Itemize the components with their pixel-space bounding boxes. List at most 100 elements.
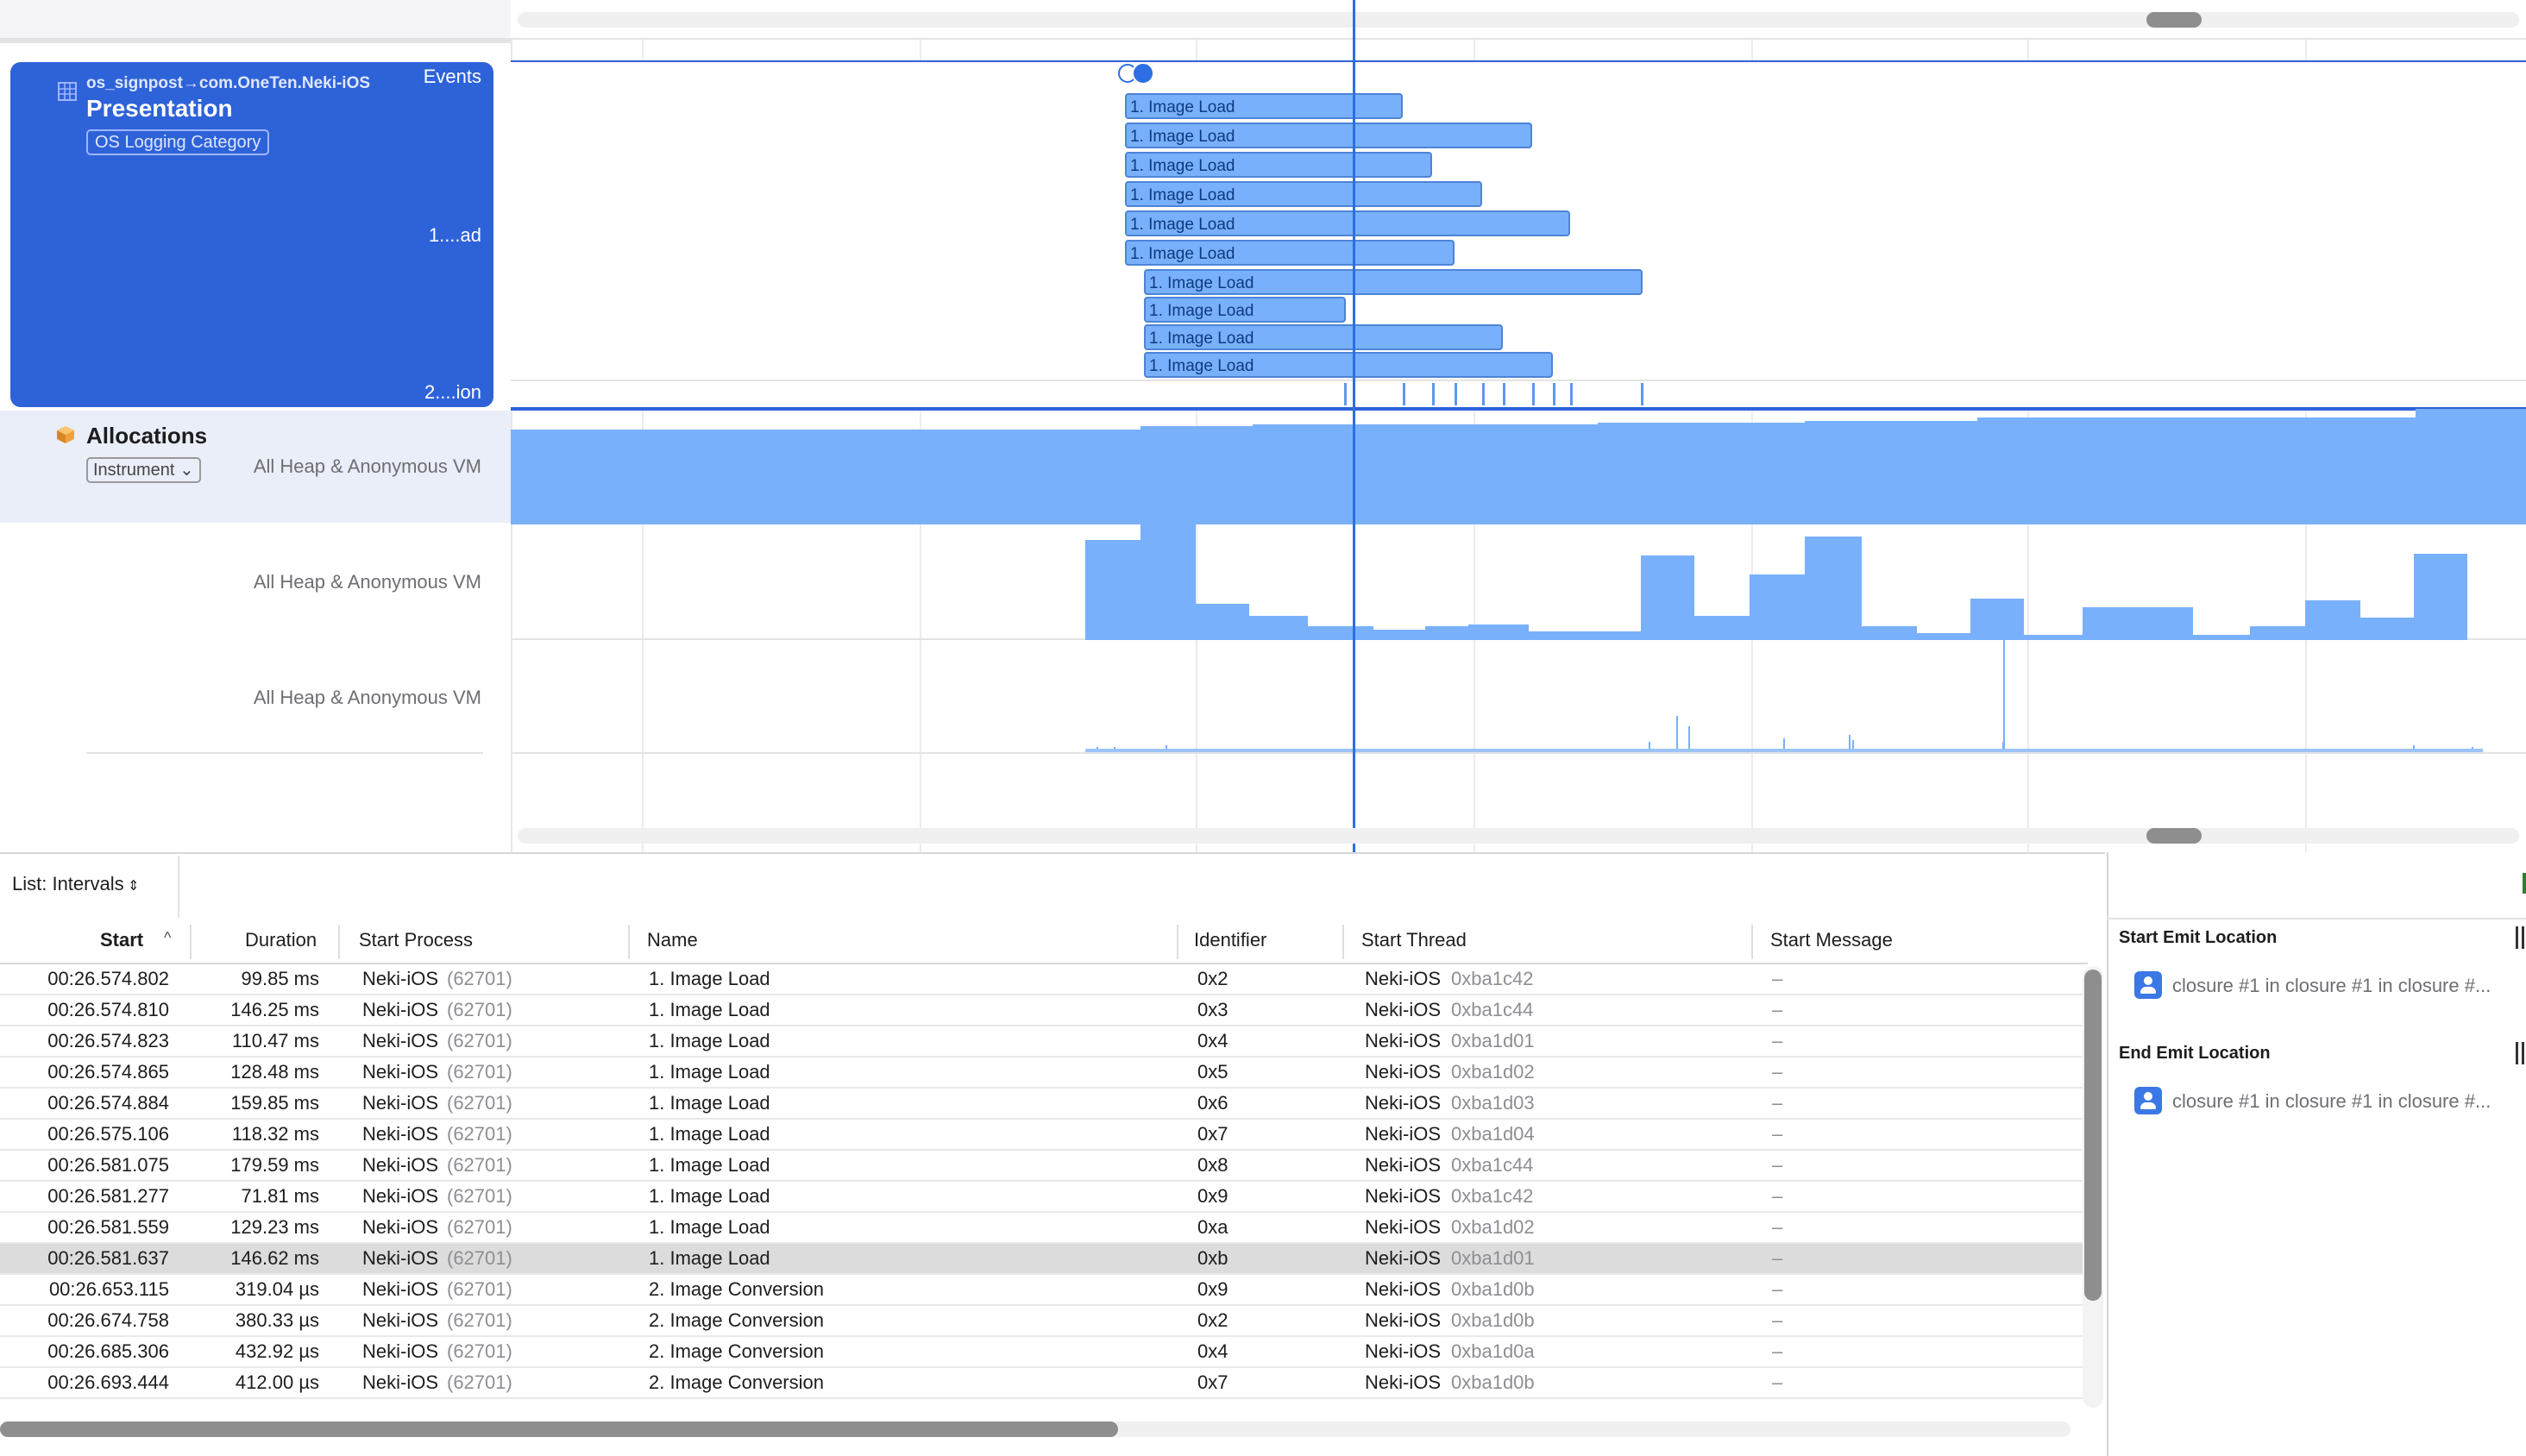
cell-pid: (62701) xyxy=(447,1185,512,1207)
list-mode-selector[interactable]: List: Intervals ⇕ xyxy=(12,873,139,895)
column-header-duration[interactable]: Duration xyxy=(245,929,317,951)
cell-thread_id: 0xba1d01 xyxy=(1451,1247,1535,1269)
event-bar[interactable]: 1. Image Load xyxy=(1125,152,1432,178)
cell-process: Neki-iOS xyxy=(362,1154,439,1176)
table-row[interactable]: 00:26.574.810 146.25 ms Neki-iOS (62701) 1. … xyxy=(0,995,2088,1026)
event-bar[interactable]: 1. Image Load xyxy=(1144,297,1346,323)
cell-name: 1. Image Load xyxy=(649,999,770,1020)
cell-pid: (62701) xyxy=(447,1278,512,1300)
table-row[interactable]: 00:26.653.115 319.04 µs Neki-iOS (62701) 2. … xyxy=(0,1275,2088,1306)
column-header-start-process[interactable]: Start Process xyxy=(359,929,474,951)
heap-spike-graph[interactable] xyxy=(511,640,2526,752)
event-tick[interactable] xyxy=(1503,383,1505,405)
cell-duration: 110.47 ms xyxy=(231,1030,319,1051)
instrument-picker[interactable]: Instrument ⌄ xyxy=(86,457,201,483)
event-tick[interactable] xyxy=(1403,383,1405,405)
column-header-name[interactable]: Name xyxy=(647,929,698,951)
event-bar[interactable]: 1. Image Load xyxy=(1144,269,1643,295)
column-separator[interactable] xyxy=(338,925,340,959)
cell-start: 00:26.685.306 xyxy=(47,1340,169,1362)
event-bar[interactable]: 1. Image Load xyxy=(1125,240,1455,266)
category-badge[interactable]: OS Logging Category xyxy=(86,129,270,155)
event-tick[interactable] xyxy=(1641,383,1643,405)
timeline-top-scrollbar-track[interactable] xyxy=(518,12,2519,28)
start-emit-location-frame[interactable]: closure #1 in closure #1 in closure #... xyxy=(2172,975,2491,996)
column-header-start-thread[interactable]: Start Thread xyxy=(1361,929,1467,951)
cell-identifier: 0x9 xyxy=(1197,1185,1228,1207)
cell-message: – xyxy=(1772,1247,1783,1269)
cell-identifier: 0x7 xyxy=(1197,1371,1228,1393)
end-emit-location-frame[interactable]: closure #1 in closure #1 in closure #... xyxy=(2172,1090,2491,1112)
table-row[interactable]: 00:26.574.802 99.85 ms Neki-iOS (62701) 1. I… xyxy=(0,964,2088,995)
event-tick[interactable] xyxy=(1553,383,1555,405)
event-tick[interactable] xyxy=(1344,383,1347,405)
cell-start: 00:26.653.115 xyxy=(48,1278,169,1300)
cell-name: 1. Image Load xyxy=(649,1092,770,1114)
cell-message: – xyxy=(1772,1030,1783,1051)
drag-handle-icon[interactable] xyxy=(2516,1042,2524,1064)
event-tick[interactable] xyxy=(1532,383,1535,405)
cell-pid: (62701) xyxy=(447,1092,512,1114)
inspection-cursor-line[interactable] xyxy=(1353,0,1355,852)
table-row[interactable]: 00:26.574.823 110.47 ms Neki-iOS (62701) 1. … xyxy=(0,1026,2088,1057)
table-row[interactable]: 00:26.574.884 159.85 ms Neki-iOS (62701) 1. … xyxy=(0,1089,2088,1120)
event-bar[interactable]: 1. Image Load xyxy=(1125,210,1570,236)
event-bar[interactable]: 1. Image Load xyxy=(1144,324,1503,350)
drag-handle-icon[interactable] xyxy=(2516,926,2524,949)
table-row[interactable]: 00:26.575.106 118.32 ms Neki-iOS (62701) 1. … xyxy=(0,1120,2088,1151)
cell-message: – xyxy=(1772,1216,1783,1238)
table-row[interactable]: 00:26.674.758 380.33 µs Neki-iOS (62701) 2. … xyxy=(0,1306,2088,1337)
heap-rate-graph[interactable] xyxy=(511,523,2526,640)
timeline-top-scrollbar-thumb[interactable] xyxy=(2146,12,2202,28)
timeline-bottom-scrollbar-thumb[interactable] xyxy=(2146,828,2202,844)
lane-short-label: 2....ion xyxy=(424,381,481,403)
table-horizontal-scrollbar-thumb[interactable] xyxy=(0,1421,1118,1437)
cell-name: 1. Image Load xyxy=(649,1185,770,1207)
column-separator[interactable] xyxy=(190,925,192,959)
cell-thread_id: 0xba1d01 xyxy=(1451,1030,1535,1051)
cell-duration: 146.62 ms xyxy=(230,1247,319,1269)
sort-ascending-icon[interactable]: ^ xyxy=(164,929,172,946)
cell-start: 00:26.574.823 xyxy=(47,1030,169,1051)
event-tick[interactable] xyxy=(1570,383,1573,405)
heap-total-graph[interactable] xyxy=(511,405,2526,524)
event-bar[interactable]: 1. Image Load xyxy=(1125,93,1403,119)
inspector-toolbar-indicator xyxy=(2523,873,2526,894)
cell-duration: 118.32 ms xyxy=(231,1123,319,1145)
cell-identifier: 0x8 xyxy=(1197,1154,1228,1176)
event-tick[interactable] xyxy=(1455,383,1457,405)
event-tick[interactable] xyxy=(1432,383,1435,405)
cell-process: Neki-iOS xyxy=(362,1247,439,1269)
table-row[interactable]: 00:26.574.865 128.48 ms Neki-iOS (62701) 1. … xyxy=(0,1057,2088,1089)
event-bar[interactable]: 1. Image Load xyxy=(1144,352,1553,378)
event-bar[interactable]: 1. Image Load xyxy=(1125,122,1532,148)
column-header-start-message[interactable]: Start Message xyxy=(1770,929,1893,951)
column-separator[interactable] xyxy=(628,925,630,959)
column-separator[interactable] xyxy=(1751,925,1753,959)
presentation-track-header[interactable]: os_signpost→com.OneTen.Neki-iOS Presenta… xyxy=(10,62,493,407)
cell-pid: (62701) xyxy=(447,999,512,1020)
column-separator[interactable] xyxy=(1342,925,1344,959)
cursor-range-end-handle[interactable] xyxy=(1132,62,1154,85)
cell-duration: 146.25 ms xyxy=(230,999,319,1020)
column-header-identifier[interactable]: Identifier xyxy=(1194,929,1267,951)
allocations-track-header[interactable] xyxy=(0,411,511,523)
table-row[interactable]: 00:26.581.559 129.23 ms Neki-iOS (62701) 1. … xyxy=(0,1213,2088,1244)
column-separator[interactable] xyxy=(1177,925,1178,959)
cell-name: 2. Image Conversion xyxy=(649,1278,824,1300)
table-row[interactable]: 00:26.685.306 432.92 µs Neki-iOS (62701) 2. … xyxy=(0,1337,2088,1368)
cell-duration: 71.81 ms xyxy=(241,1185,320,1207)
timeline-bottom-scrollbar-track[interactable] xyxy=(518,828,2519,844)
table-row[interactable]: 00:26.581.075 179.59 ms Neki-iOS (62701) 1. … xyxy=(0,1151,2088,1182)
event-bar[interactable]: 1. Image Load xyxy=(1125,181,1482,207)
cell-thread_id: 0xba1d0b xyxy=(1451,1278,1535,1300)
table-vertical-scrollbar-thumb[interactable] xyxy=(2084,970,2102,1301)
cell-thread_id: 0xba1d02 xyxy=(1451,1216,1535,1238)
event-tick[interactable] xyxy=(1482,383,1485,405)
cell-duration: 159.85 ms xyxy=(230,1092,319,1114)
table-row[interactable]: 00:26.581.637 146.62 ms Neki-iOS (62701) 1. … xyxy=(0,1244,2088,1275)
cell-name: 1. Image Load xyxy=(649,1216,770,1238)
table-row[interactable]: 00:26.693.444 412.00 µs Neki-iOS (62701) 2. … xyxy=(0,1368,2088,1399)
column-header-start[interactable]: Start xyxy=(100,929,143,951)
table-row[interactable]: 00:26.581.277 71.81 ms Neki-iOS (62701) 1. I… xyxy=(0,1182,2088,1213)
